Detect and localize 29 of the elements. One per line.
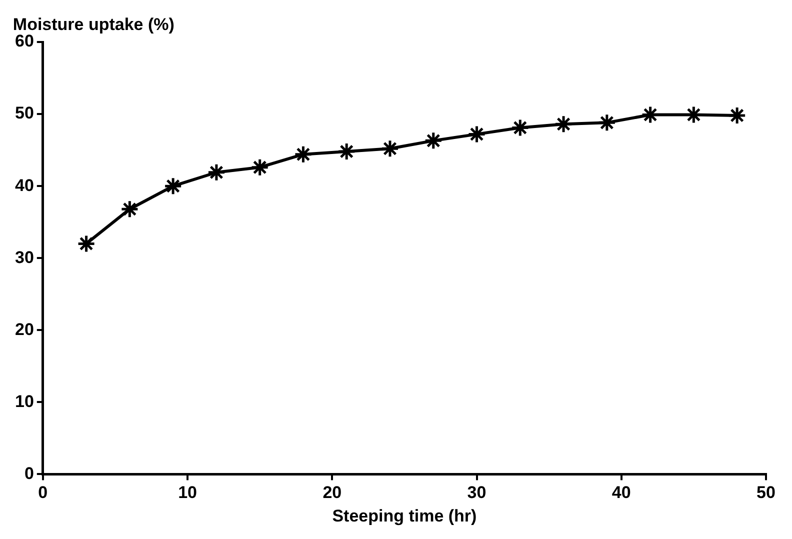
- y-tick-label: 50: [14, 104, 34, 123]
- point: [380, 139, 400, 158]
- point: [424, 131, 443, 150]
- x-tick-label: 40: [612, 483, 631, 502]
- point: [510, 118, 530, 137]
- point: [337, 142, 356, 161]
- point: [207, 163, 226, 182]
- y-tick-label: 0: [24, 464, 34, 483]
- y-tick-label: 20: [14, 320, 34, 339]
- y-tick-label: 60: [14, 32, 34, 51]
- point: [77, 234, 96, 253]
- x-tick-label: 20: [322, 483, 342, 502]
- point: [164, 176, 182, 196]
- point: [728, 106, 746, 125]
- point: [294, 145, 312, 164]
- y-tick-label: 10: [14, 392, 34, 411]
- point: [120, 200, 139, 218]
- point: [250, 158, 270, 177]
- point: [468, 124, 486, 144]
- x-tick-label: 30: [467, 483, 486, 502]
- y-tick-label: 40: [14, 176, 34, 195]
- x-tick-label: 10: [178, 483, 197, 502]
- y-tick-label: 30: [14, 248, 34, 267]
- point: [598, 113, 616, 132]
- x-axis-title: Steeping time (hr): [332, 506, 477, 526]
- point: [554, 114, 573, 134]
- x-tick-label: 0: [38, 483, 48, 502]
- y-axis-title: Moisture uptake (%): [12, 15, 174, 34]
- x-tick-label: 50: [756, 483, 776, 502]
